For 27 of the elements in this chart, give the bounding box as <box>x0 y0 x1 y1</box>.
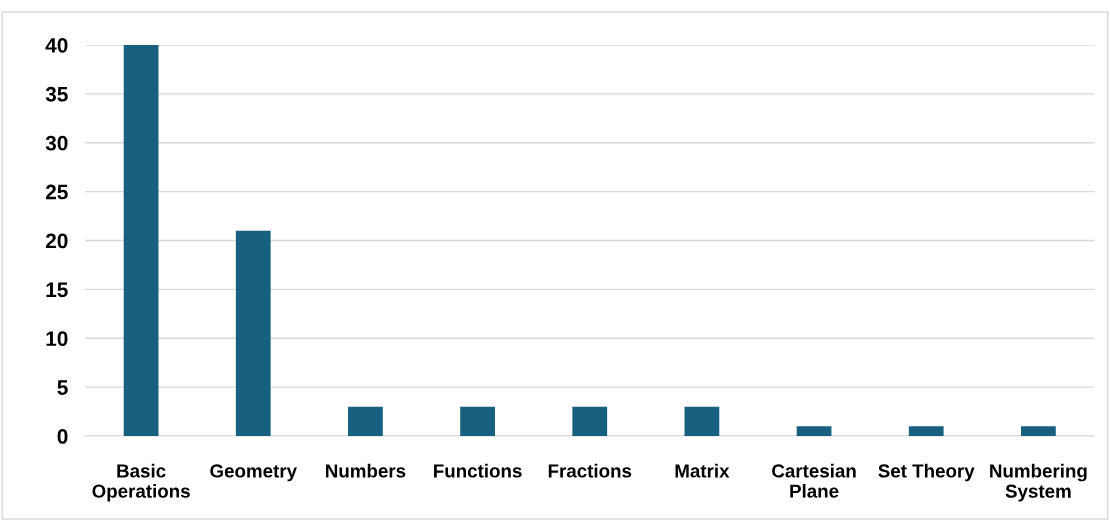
bar <box>123 44 159 437</box>
bar <box>572 406 608 437</box>
bar <box>908 426 944 437</box>
bar <box>235 230 271 437</box>
x-tick-label: Numbers <box>326 463 406 478</box>
x-tick-label: Functions <box>434 463 522 478</box>
bar <box>796 426 832 437</box>
y-tick-label: 10 <box>46 331 68 347</box>
x-tick-label: Numbering System <box>990 463 1087 502</box>
y-tick-label: 5 <box>57 380 68 395</box>
x-tick-label: Matrix <box>675 463 730 478</box>
y-tick-label: 0 <box>57 429 68 444</box>
x-tick-label: Geometry <box>210 464 297 482</box>
x-tick-label: Cartesian Plane <box>772 463 856 498</box>
bar <box>684 406 720 437</box>
y-tick-label: 40 <box>45 37 68 53</box>
bar <box>1021 426 1056 437</box>
y-tick-label: 20 <box>45 233 68 249</box>
bar <box>348 406 383 437</box>
y-tick-label: 15 <box>46 282 68 298</box>
x-tick-label: Set Theory <box>878 463 975 482</box>
y-tick-label: 25 <box>45 184 68 200</box>
bar <box>460 406 495 437</box>
x-tick-label: Fractions <box>548 463 632 478</box>
y-tick-label: 30 <box>45 135 68 151</box>
y-tick-label: 35 <box>45 86 68 102</box>
x-tick-label: Basic Operations <box>92 463 190 502</box>
